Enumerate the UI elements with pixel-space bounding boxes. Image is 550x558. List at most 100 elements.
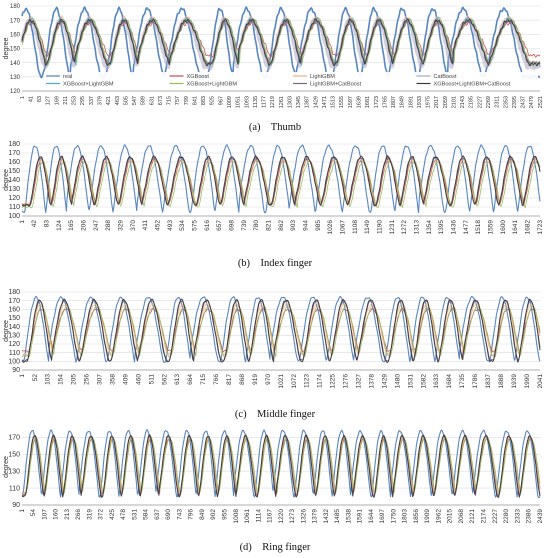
x-tick-label: 743 <box>176 509 183 520</box>
x-tick-label: 2068 <box>458 509 465 524</box>
x-tick-label: 107 <box>41 509 48 520</box>
x-tick-label: 1387 <box>305 96 311 108</box>
x-tick-label: 211 <box>63 96 69 105</box>
series-line-xgboost-lightgbm <box>21 436 541 494</box>
x-tick-label: 1061 <box>244 509 251 524</box>
legend-label: CatBoost <box>434 74 457 80</box>
x-tick-label: 411 <box>142 220 149 231</box>
x-tick-label: 307 <box>97 374 104 385</box>
x-tick-label: 817 <box>226 374 233 385</box>
x-tick-label: 1327 <box>356 374 363 389</box>
x-tick-label: 253 <box>72 96 78 105</box>
y-tick-label: 130 <box>8 333 20 340</box>
x-tick-label: 1891 <box>408 96 414 108</box>
x-tick-label: 2386 <box>526 509 533 524</box>
x-tick-label: 1723 <box>374 96 380 108</box>
x-tick-label: 478 <box>120 509 127 520</box>
y-tick-label: 170 <box>8 298 20 305</box>
x-tick-label: 1225 <box>330 374 337 389</box>
x-tick-label: 124 <box>56 220 63 231</box>
x-tick-label: 2521 <box>538 96 544 108</box>
y-tick-label: 180 <box>10 4 21 10</box>
x-tick-label: 1220 <box>278 509 285 524</box>
x-tick-label: 370 <box>130 220 137 231</box>
x-tick-label: 1786 <box>472 374 479 389</box>
x-tick-label: 1093 <box>244 96 250 108</box>
x-tick-label: 673 <box>158 96 164 105</box>
x-tick-label: 2395 <box>512 96 518 108</box>
x-tick-label: 715 <box>200 374 207 385</box>
x-tick-label: 1849 <box>400 96 406 108</box>
x-tick-label: 1326 <box>300 509 307 524</box>
x-tick-label: 1682 <box>524 220 531 235</box>
thumb-caption: (a) Thumb <box>248 122 302 133</box>
x-tick-label: 1684 <box>446 374 453 389</box>
x-tick-label: 1909 <box>424 509 431 524</box>
x-tick-label: 1477 <box>463 220 470 235</box>
y-tick-label: 180 <box>8 141 20 148</box>
legend-label: XGBoost+LightGBM <box>63 82 114 88</box>
x-tick-label: 883 <box>201 96 207 105</box>
x-tick-label: 2101 <box>451 96 457 108</box>
x-tick-label: 1021 <box>278 374 285 389</box>
x-tick-label: 505 <box>123 96 129 105</box>
index-chart: 100 110 120 130 140 150 160 170 180 degree 1 42 83 12… <box>3 141 544 235</box>
x-tick-label: 169 <box>54 96 60 105</box>
x-tick-label: 266 <box>75 509 82 520</box>
y-tick-label: 110 <box>9 204 20 211</box>
x-tick-label: 531 <box>131 509 138 520</box>
y-tick-label: 160 <box>10 33 21 39</box>
x-tick-label: 1735 <box>459 374 466 389</box>
x-tick-label: 83 <box>43 220 50 228</box>
thumb-panel: 120 130 140 150 160 170 180 degree 1 41 83 127 169 21… <box>0 0 550 135</box>
y-axis-label: degree <box>3 320 10 342</box>
x-tick-label: 1429 <box>381 374 388 389</box>
x-tick-label: 103 <box>45 374 52 385</box>
x-tick-label: 2437 <box>521 96 527 108</box>
legend-label: LightGBM+CatBoost <box>310 82 362 88</box>
y-tick-label: 90 <box>12 367 20 374</box>
x-tick-label: 766 <box>213 374 220 385</box>
x-tick-label: 1149 <box>364 220 371 234</box>
x-tick-label: 1378 <box>368 374 375 389</box>
x-tick-label: 1933 <box>417 96 423 108</box>
x-tick-label: 1 <box>19 374 26 378</box>
x-tick-label: 1597 <box>348 96 354 108</box>
x-tick-label: 1231 <box>389 220 396 235</box>
x-tick-label: 2479 <box>529 96 535 108</box>
y-axis-label: degree <box>3 169 10 191</box>
index-caption: (b) Index finger <box>237 258 313 269</box>
x-tick-label: 944 <box>302 220 309 231</box>
x-tick-label: 493 <box>167 220 174 231</box>
y-tick-label: 120 <box>8 195 20 202</box>
x-tick-label: 575 <box>191 220 198 231</box>
x-tick-label: 206 <box>80 220 87 231</box>
x-tick-label: 1261 <box>279 96 285 108</box>
x-tick-label: 460 <box>135 374 142 385</box>
index-panel: 100 110 120 130 140 150 160 170 180 degree 1 42 83 12… <box>0 140 550 275</box>
x-tick-label: 1067 <box>339 220 346 235</box>
x-tick-label: 54 <box>30 509 37 517</box>
x-tick-label: 42 <box>31 220 38 228</box>
x-tick-label: 862 <box>278 220 285 231</box>
x-tick-label: 2174 <box>480 509 487 524</box>
x-tick-label: 1962 <box>435 509 442 524</box>
x-tick-label: 409 <box>122 374 129 385</box>
x-tick-label: 2121 <box>469 509 476 524</box>
x-tick-label: 664 <box>187 374 194 385</box>
x-tick-label: 1559 <box>487 220 494 235</box>
x-tick-label: 903 <box>290 220 297 231</box>
legend-label: XGBoost+LightGBM+CatBoost <box>434 82 511 88</box>
x-tick-label: 690 <box>165 509 172 520</box>
x-tick-label: 849 <box>199 509 206 520</box>
x-tick-label: 1513 <box>331 96 337 108</box>
x-tick-label: 780 <box>253 220 260 231</box>
x-tick-label: 1379 <box>312 509 319 524</box>
x-tick-label: 1108 <box>352 220 359 234</box>
x-tick-label: 1856 <box>413 509 420 524</box>
x-tick-label: 1432 <box>323 509 330 524</box>
x-tick-label: 1190 <box>376 220 383 234</box>
x-tick-label: 2353 <box>503 96 509 108</box>
